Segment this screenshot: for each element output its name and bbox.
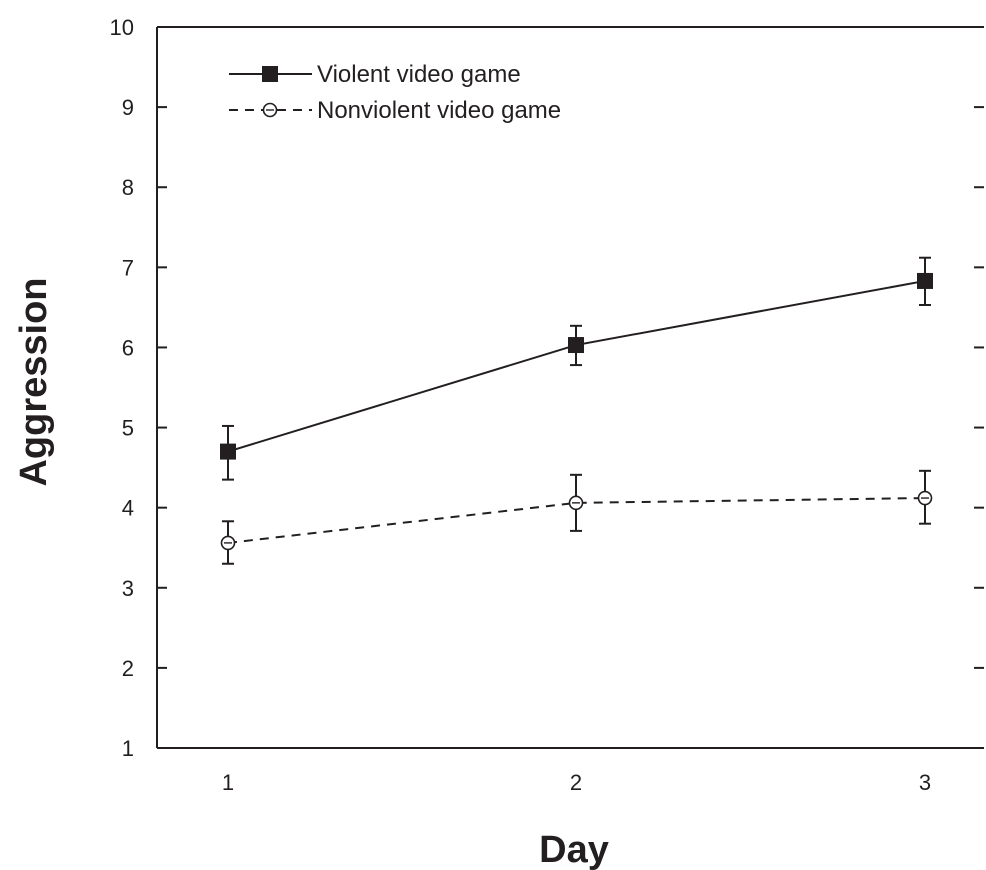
- y-tick-label: 6: [122, 335, 134, 360]
- y-tick-label: 2: [122, 656, 134, 681]
- y-tick-label: 7: [122, 255, 134, 280]
- y-tick-label: 4: [122, 496, 134, 521]
- x-axis-title: Day: [539, 829, 609, 870]
- legend-item: Violent video game: [229, 61, 521, 88]
- data-point: [917, 272, 933, 289]
- legend: Violent video game Nonviolent video game: [229, 61, 561, 124]
- series-line: [227, 279, 926, 453]
- x-tick-label: 1: [222, 770, 234, 795]
- y-tick-label: 1: [122, 736, 134, 761]
- legend-marker: [262, 66, 278, 82]
- x-tick-label: 2: [570, 770, 582, 795]
- y-tick-label: 3: [122, 576, 134, 601]
- legend-label: Nonviolent video game: [317, 97, 561, 124]
- legend-label: Violent video game: [317, 61, 521, 88]
- y-axis-ticks: 1 2 3 4 5 6 7 8 9 10: [110, 15, 984, 761]
- y-tick-label: 5: [122, 416, 134, 441]
- x-axis-ticks: 1 2 3: [222, 770, 931, 795]
- legend-item: Nonviolent video game: [229, 97, 561, 124]
- axes: [156, 26, 984, 749]
- data-point: [220, 443, 236, 460]
- x-tick-label: 3: [919, 770, 931, 795]
- series-layer: [220, 256, 933, 565]
- data-point: [568, 337, 584, 354]
- series-2: [220, 469, 933, 565]
- y-tick-label: 9: [122, 95, 134, 120]
- series-1: [220, 256, 933, 481]
- series-line: [227, 497, 926, 544]
- y-axis-title: Aggression: [13, 277, 55, 486]
- y-tick-label: 10: [110, 15, 134, 40]
- y-tick-label: 8: [122, 175, 134, 200]
